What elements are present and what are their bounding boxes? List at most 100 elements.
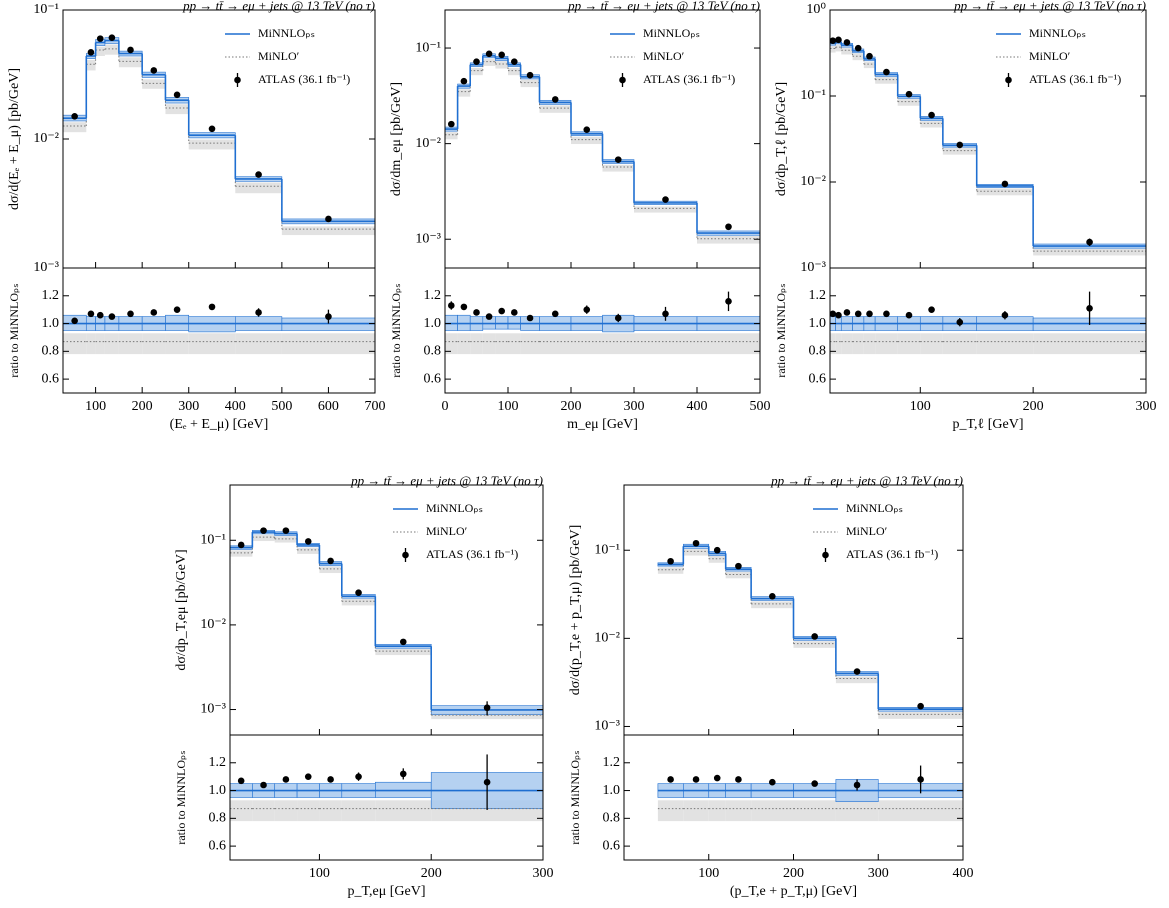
- ratio-point: [260, 781, 267, 789]
- ratio-y-tick-label: 1.0: [809, 316, 827, 331]
- y-axis-label: dσ/dp_T,eμ [pb/GeV]: [174, 549, 189, 670]
- band: [508, 67, 521, 76]
- ratio-band: [602, 333, 634, 355]
- data-point: [448, 120, 455, 128]
- x-axis-label: p_T,ℓ [GeV]: [953, 417, 1024, 432]
- ratio-point: [327, 776, 334, 783]
- ratio-point: [1086, 304, 1093, 312]
- x-tick-label: 200: [132, 399, 153, 414]
- ratio-band: [281, 333, 375, 355]
- band: [95, 46, 105, 56]
- x-tick-label: 200: [1023, 399, 1044, 414]
- data-point: [260, 527, 267, 534]
- ratio-band: [104, 333, 119, 355]
- ratio-band: [230, 800, 253, 822]
- ratio-point: [829, 310, 837, 318]
- ratio-point: [399, 770, 407, 778]
- x-tick-label: 600: [318, 399, 339, 414]
- ratio-point: [71, 317, 78, 325]
- ratio-y-tick-label: 0.8: [209, 811, 227, 826]
- legend-label: MiNLO′: [1029, 49, 1071, 63]
- data-point: [498, 51, 506, 59]
- main-frame: [829, 9, 1147, 269]
- band: [852, 53, 864, 61]
- y-tick-label: 10⁻¹: [415, 40, 441, 55]
- band: [104, 44, 119, 55]
- ratio-point: [511, 309, 518, 316]
- ratio-band: [274, 800, 298, 822]
- y-tick-label: 10⁻²: [33, 131, 59, 146]
- x-axis-label: (p_T,e + p_T,μ) [GeV]: [730, 884, 857, 899]
- data-point: [237, 541, 245, 549]
- y-tick-label: 10⁻²: [415, 136, 441, 151]
- band: [445, 132, 458, 140]
- ratio-band: [725, 800, 752, 822]
- x-tick-label: 300: [624, 399, 645, 414]
- band: [708, 556, 726, 563]
- band: [683, 549, 709, 556]
- ratio-point: [956, 318, 964, 326]
- x-tick-label: 300: [868, 866, 889, 881]
- x-tick-label: 200: [783, 866, 804, 881]
- legend-label: ATLAS (36.1 fb⁻¹): [846, 547, 938, 561]
- ratio-band: [520, 333, 540, 355]
- band: [863, 61, 876, 69]
- ratio-band: [863, 333, 876, 355]
- band: [830, 46, 836, 53]
- ratio-band: [319, 800, 342, 822]
- x-tick-label: 0: [442, 399, 449, 414]
- legend-swatch: [822, 551, 829, 559]
- ratio-frame: [229, 734, 544, 861]
- ratio-point: [843, 309, 851, 316]
- legend-swatch: [234, 76, 241, 84]
- band: [793, 641, 836, 648]
- chart-panel: 100 200 300 400 10⁻¹ 10⁻² 10⁻³ 0.6 0.8 1.0 1.2 pp →…: [568, 473, 974, 899]
- ratio-y-tick-label: 0.6: [42, 371, 60, 386]
- chart-title: pp → tt̄ → eμ + jets @ 13 TeV (no τ): [770, 473, 963, 488]
- ratio-point: [127, 310, 134, 318]
- ratio-point: [583, 306, 591, 313]
- band: [920, 121, 943, 128]
- data-point: [905, 90, 913, 98]
- ratio-band: [495, 333, 508, 355]
- x-tick-label: 300: [1136, 399, 1157, 414]
- band: [841, 47, 853, 55]
- ratio-band: [697, 333, 760, 355]
- data-point: [551, 96, 559, 103]
- data-point: [835, 36, 842, 44]
- ratio-band: [118, 333, 143, 355]
- ratio-point: [883, 310, 890, 318]
- band: [457, 89, 471, 97]
- y-axis-label: dσ/dm_eμ [pb/GeV]: [389, 82, 404, 196]
- ratio-y-tick-label: 1.2: [42, 288, 60, 303]
- y-tick-label: 10⁻³: [800, 260, 826, 275]
- x-tick-label: 500: [750, 399, 771, 414]
- x-tick-label: 400: [953, 866, 974, 881]
- data-point: [667, 557, 674, 565]
- band: [230, 550, 253, 557]
- data-point: [127, 46, 134, 54]
- ratio-y-tick-label: 0.6: [809, 371, 827, 386]
- legend-label: MiNLO′: [258, 49, 300, 63]
- ratio-y-tick-label: 0.8: [603, 811, 621, 826]
- ratio-y-tick-label: 1.2: [603, 755, 621, 770]
- ratio-point: [498, 307, 506, 315]
- ratio-band: [683, 800, 709, 822]
- ratio-y-tick-label: 1.0: [42, 316, 60, 331]
- ratio-frame: [62, 267, 376, 394]
- ratio-band: [875, 333, 898, 355]
- ratio-y-tick-label: 1.2: [424, 288, 442, 303]
- ratio-band: [835, 333, 842, 355]
- ratio-point: [473, 309, 480, 316]
- ratio-point: [526, 314, 534, 322]
- legend-label: ATLAS (36.1 fb⁻¹): [258, 72, 350, 86]
- data-point: [325, 215, 332, 223]
- x-tick-label: 500: [271, 399, 292, 414]
- data-point: [483, 704, 491, 712]
- band: [634, 206, 697, 213]
- legend-label: MiNLO′: [846, 524, 888, 538]
- ratio-band: [897, 333, 921, 355]
- ratio-point: [667, 776, 674, 783]
- band: [1033, 248, 1146, 256]
